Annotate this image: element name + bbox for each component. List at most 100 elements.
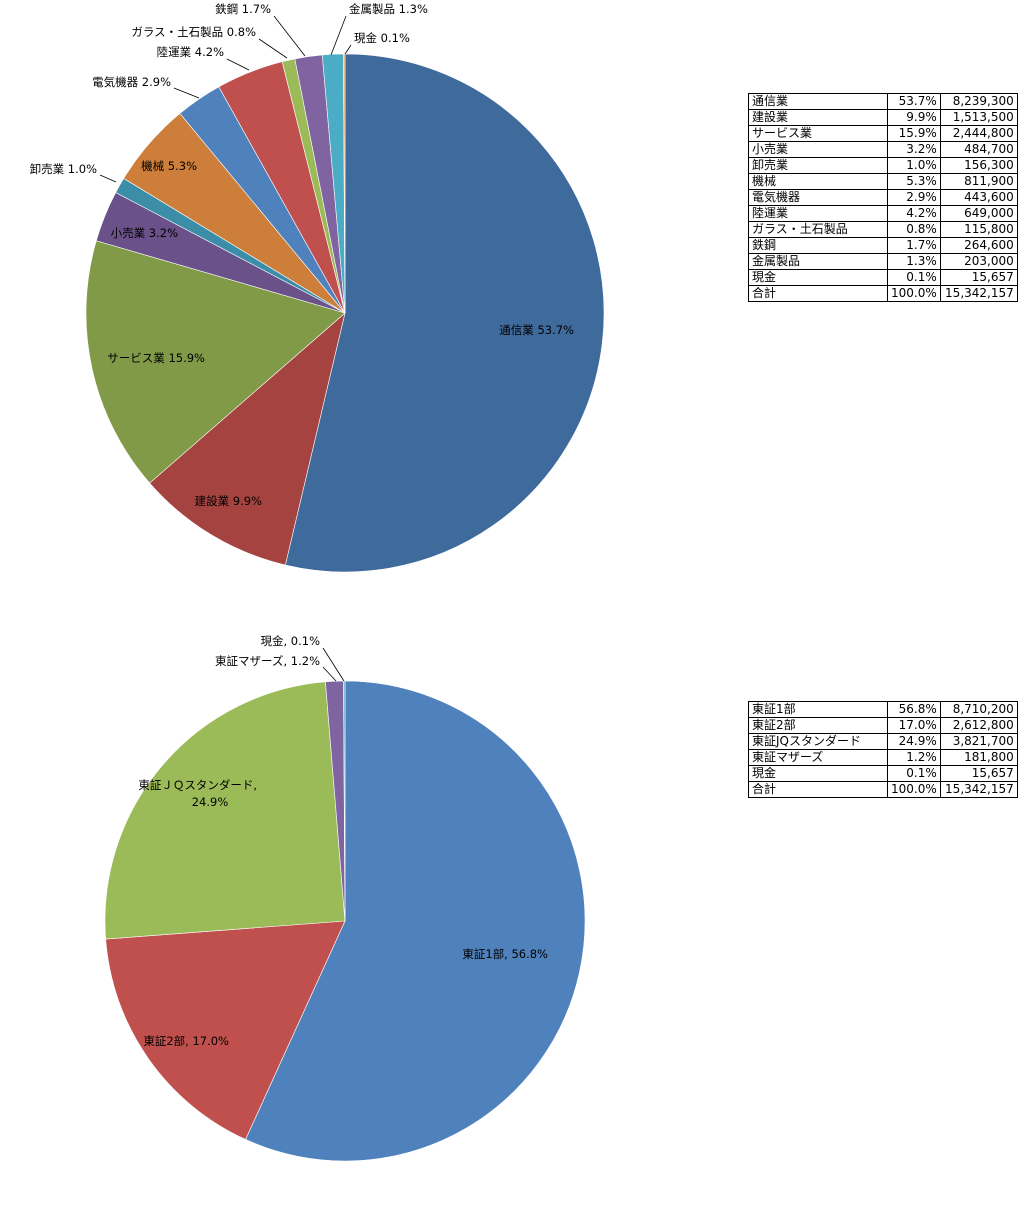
cell-pct: 0.1% <box>887 269 941 286</box>
cell-name: 建設業 <box>748 109 888 126</box>
cell-pct: 5.3% <box>887 173 941 190</box>
cell-name: 通信業 <box>748 93 888 110</box>
cell-name: 東証1部 <box>748 701 888 718</box>
cell-name: 鉄鋼 <box>748 237 888 254</box>
cell-pct: 1.3% <box>887 253 941 270</box>
table-row: 東証1部 56.8% 8,710,200 <box>748 701 1018 718</box>
cell-amt: 1,513,500 <box>939 109 1018 126</box>
leader-line <box>330 15 347 56</box>
cell-name: 東証マザーズ <box>748 749 888 766</box>
slice-label: 東証ＪＱスタンダード, <box>138 778 257 792</box>
table-row: 電気機器 2.9% 443,600 <box>748 189 1018 206</box>
pie-slice <box>149 312 346 566</box>
leader-line <box>258 38 288 59</box>
cell-pct: 0.8% <box>887 221 941 238</box>
cell-pct: 1.2% <box>887 749 941 766</box>
cell-amt: 2,612,800 <box>939 717 1018 734</box>
cell-pct: 100.0% <box>887 285 941 302</box>
total-row: 合計 100.0% 15,342,157 <box>748 781 1018 798</box>
cell-pct: 24.9% <box>887 733 941 750</box>
slice-label: 現金 0.1% <box>354 31 410 45</box>
table-row: 東証2部 17.0% 2,612,800 <box>748 717 1018 734</box>
cell-amt: 2,444,800 <box>939 125 1018 142</box>
slice-label: 建設業 9.9% <box>195 494 262 508</box>
table-row: 現金 0.1% 15,657 <box>748 269 1018 286</box>
leader-line <box>173 87 200 99</box>
table-row: 金属製品 1.3% 203,000 <box>748 253 1018 270</box>
slice-label: 東証2部, 17.0% <box>143 1034 229 1048</box>
cell-pct: 0.1% <box>887 765 941 782</box>
cell-amt: 181,800 <box>939 749 1018 766</box>
cell-amt: 15,342,157 <box>939 285 1018 302</box>
pie-slice <box>85 240 346 484</box>
cell-name: 小売業 <box>748 141 888 158</box>
cell-pct: 17.0% <box>887 717 941 734</box>
cell-pct: 2.9% <box>887 189 941 206</box>
table-row: 鉄鋼 1.7% 264,600 <box>748 237 1018 254</box>
table-row: 建設業 9.9% 1,513,500 <box>748 109 1018 126</box>
cell-pct: 3.2% <box>887 141 941 158</box>
cell-name: 機械 <box>748 173 888 190</box>
pie-slice <box>104 681 346 940</box>
cell-amt: 203,000 <box>939 253 1018 270</box>
table-row: 小売業 3.2% 484,700 <box>748 141 1018 158</box>
cell-name: 現金 <box>748 765 888 782</box>
slice-label: 機械 5.3% <box>141 159 197 173</box>
industry-pie-chart: 通信業 53.7% 建設業 9.9% サービス業 15.9% 小売業 3.2% 卸売業 … <box>30 2 605 573</box>
pie-slice <box>343 53 346 314</box>
cell-name: 卸売業 <box>748 157 888 174</box>
slice-label: 現金, 0.1% <box>260 634 320 648</box>
cell-pct: 56.8% <box>887 701 941 718</box>
cell-pct: 100.0% <box>887 781 941 798</box>
cell-amt: 156,300 <box>939 157 1018 174</box>
slice-label: 卸売業 1.0% <box>30 162 97 176</box>
cell-amt: 8,239,300 <box>939 93 1018 110</box>
industry-table: 通信業 53.7% 8,239,300 建設業 9.9% 1,513,500 サービス業 15… <box>748 93 1018 302</box>
table-row: ガラス・土石製品 0.8% 115,800 <box>748 221 1018 238</box>
cell-name: 東証JQスタンダード <box>748 733 888 750</box>
slice-label: 東証マザーズ, 1.2% <box>215 654 320 668</box>
cell-name: 東証2部 <box>748 717 888 734</box>
slice-label: サービス業 15.9% <box>107 351 205 365</box>
total-row: 合計 100.0% 15,342,157 <box>748 285 1018 302</box>
leader-line <box>322 647 345 682</box>
table-row: 機械 5.3% 811,900 <box>748 173 1018 190</box>
cell-amt: 15,657 <box>939 765 1018 782</box>
pie-slice <box>105 920 346 1140</box>
slice-label-line2: 24.9% <box>192 795 229 809</box>
cell-amt: 649,000 <box>939 205 1018 222</box>
cell-amt: 8,710,200 <box>939 701 1018 718</box>
pie-slice <box>284 53 605 573</box>
pie-slice <box>343 680 346 922</box>
cell-name: ガラス・土石製品 <box>748 221 888 238</box>
table-row: サービス業 15.9% 2,444,800 <box>748 125 1018 142</box>
cell-name: 金属製品 <box>748 253 888 270</box>
cell-amt: 3,821,700 <box>939 733 1018 750</box>
table-row: 東証JQスタンダード 24.9% 3,821,700 <box>748 733 1018 750</box>
cell-pct: 1.0% <box>887 157 941 174</box>
market-table: 東証1部 56.8% 8,710,200 東証2部 17.0% 2,612,800 東証JQ… <box>748 701 1018 798</box>
table-row: 現金 0.1% 15,657 <box>748 765 1018 782</box>
slice-label: 電気機器 2.9% <box>92 75 171 89</box>
table-row: 卸売業 1.0% 156,300 <box>748 157 1018 174</box>
cell-name: 陸運業 <box>748 205 888 222</box>
cell-name: サービス業 <box>748 125 888 142</box>
leader-line <box>322 666 337 682</box>
cell-amt: 484,700 <box>939 141 1018 158</box>
cell-amt: 264,600 <box>939 237 1018 254</box>
cell-amt: 443,600 <box>939 189 1018 206</box>
slice-label: 小売業 3.2% <box>111 226 178 240</box>
cell-name: 合計 <box>748 285 888 302</box>
cell-amt: 15,657 <box>939 269 1018 286</box>
cell-name: 現金 <box>748 269 888 286</box>
table-row: 通信業 53.7% 8,239,300 <box>748 93 1018 110</box>
slice-label: ガラス・土石製品 0.8% <box>131 25 256 39</box>
leader-line <box>273 15 306 57</box>
slice-label: 金属製品 1.3% <box>349 2 428 16</box>
cell-pct: 15.9% <box>887 125 941 142</box>
leader-line <box>344 44 352 55</box>
cell-pct: 4.2% <box>887 205 941 222</box>
leader-line <box>99 174 117 183</box>
cell-amt: 115,800 <box>939 221 1018 238</box>
